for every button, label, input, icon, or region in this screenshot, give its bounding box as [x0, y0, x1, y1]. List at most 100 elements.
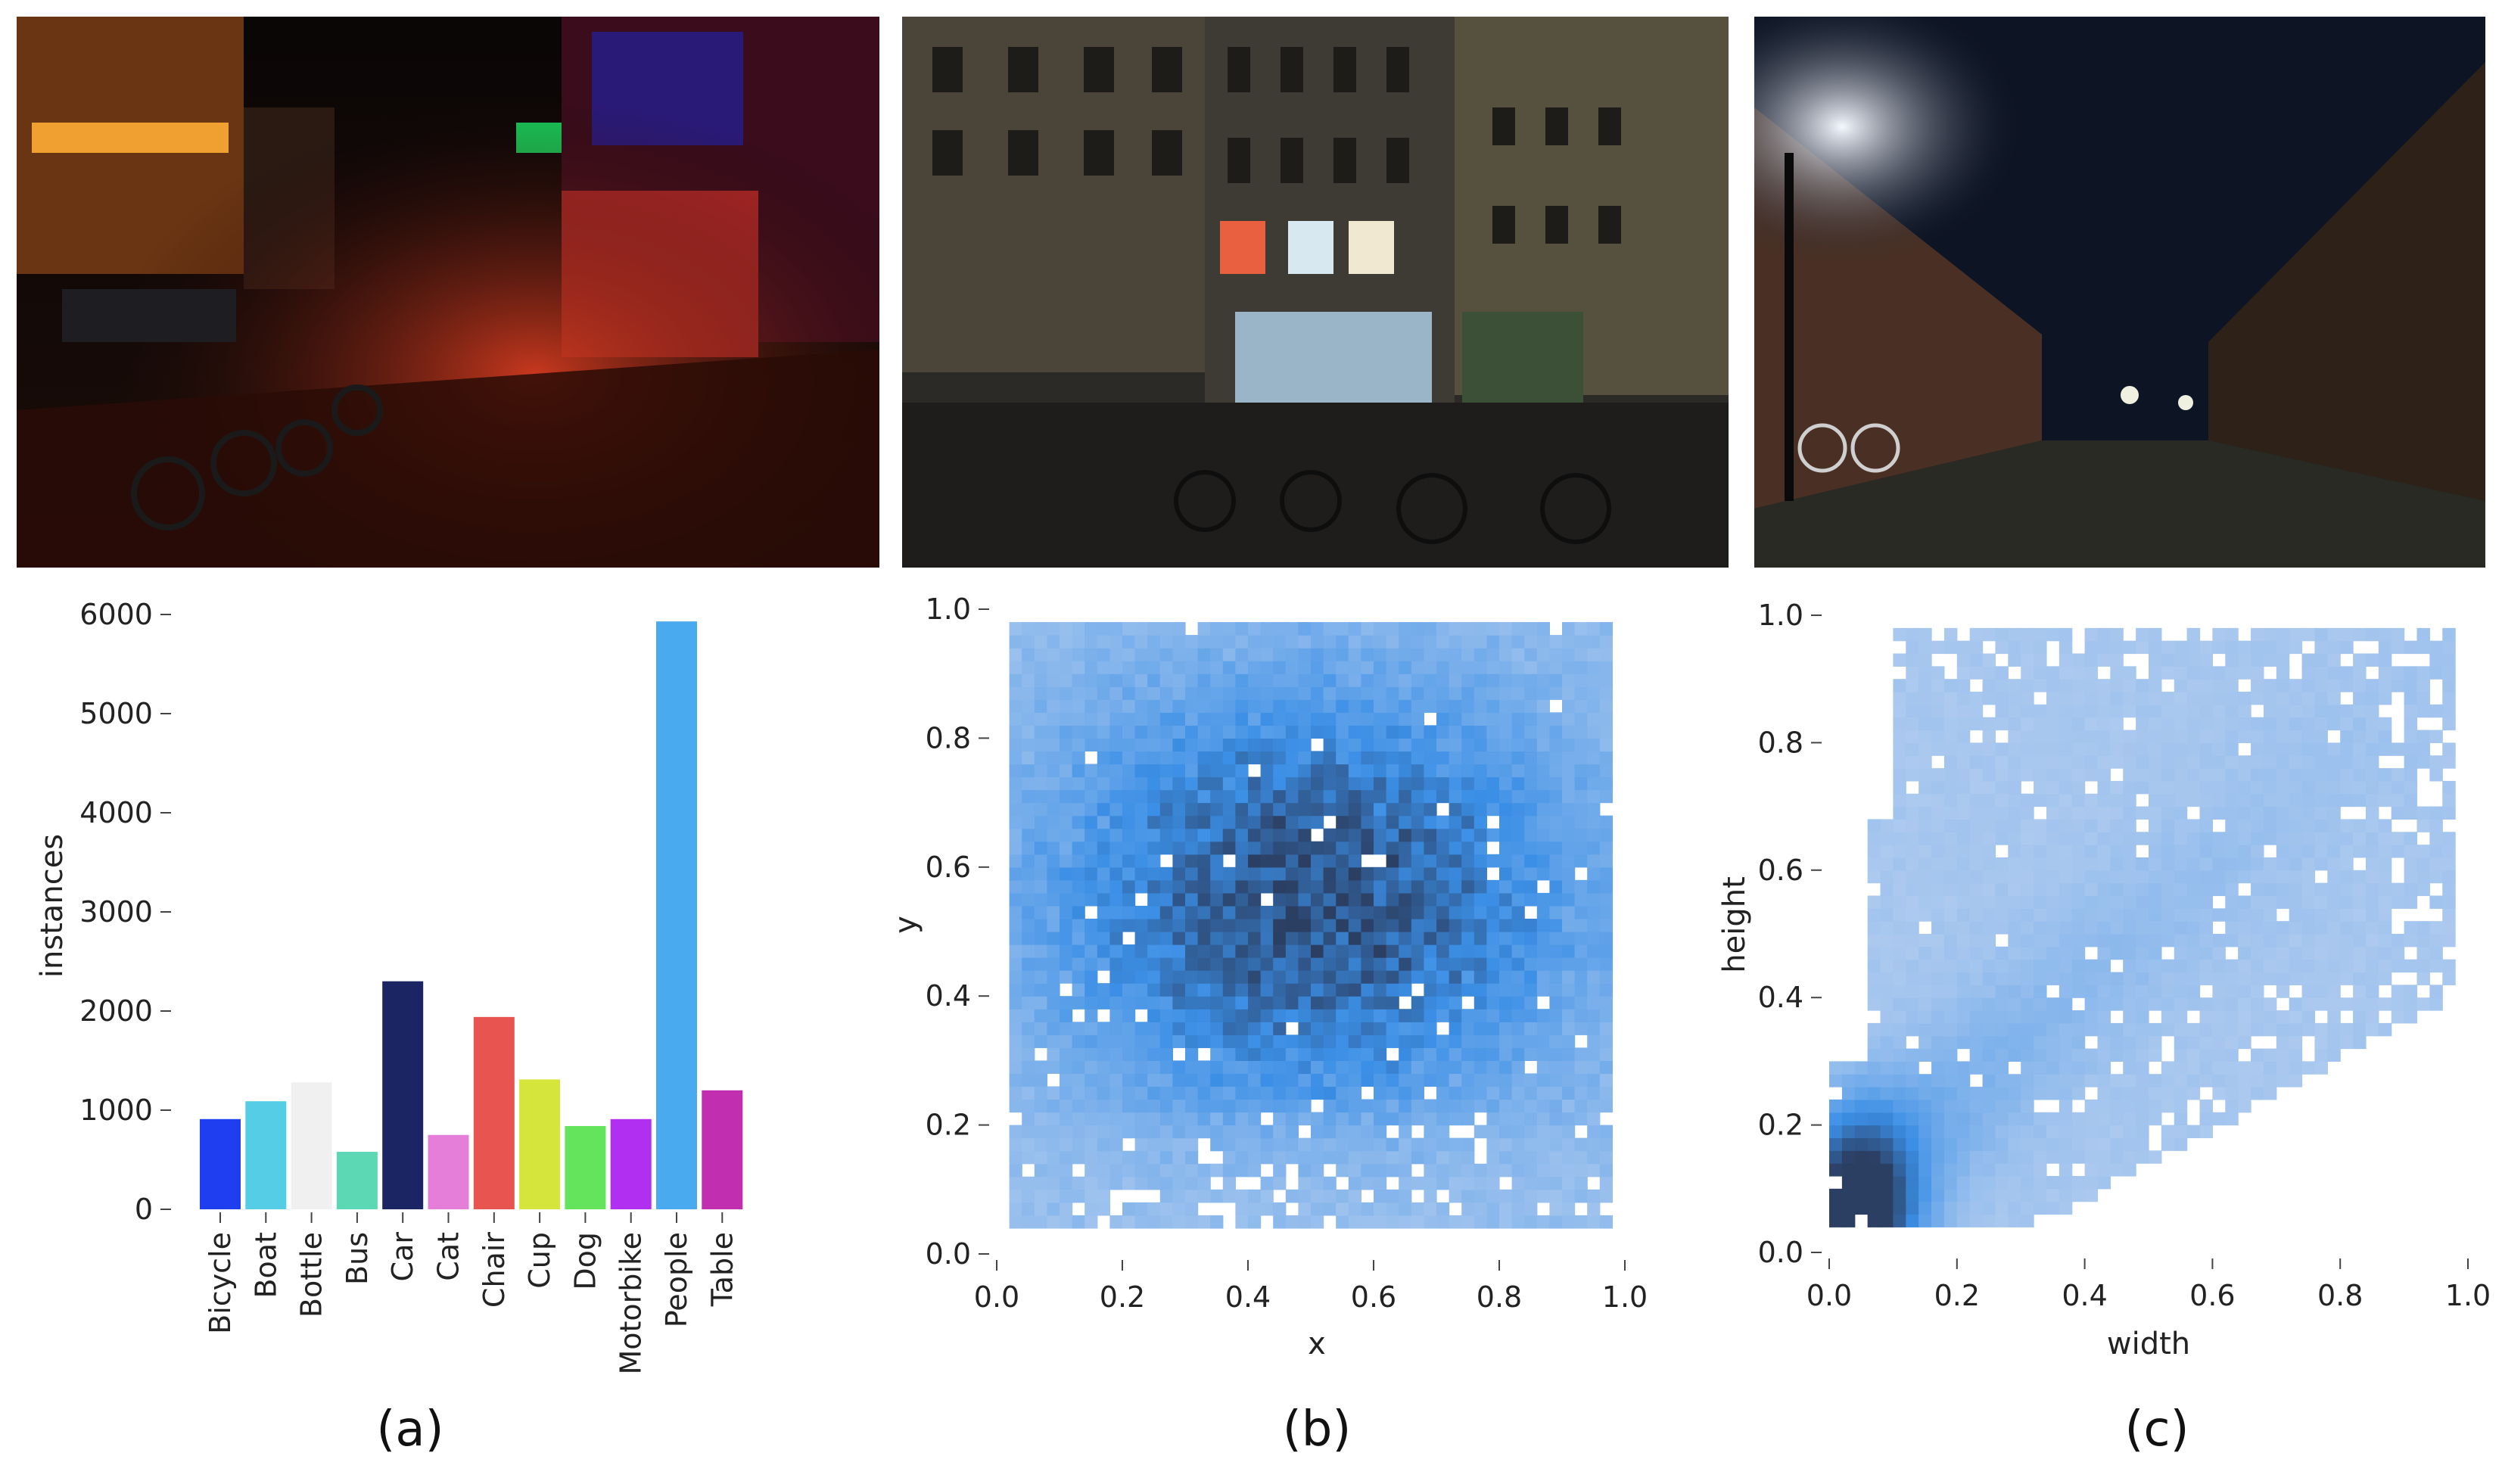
heatmap-cell	[2314, 1048, 2328, 1062]
heatmap-cell	[1461, 1060, 1475, 1075]
heatmap-cell	[1172, 1086, 1186, 1100]
heatmap-cell	[1399, 674, 1412, 687]
heatmap-cell	[2225, 742, 2239, 756]
heatmap-cell	[1549, 1150, 1563, 1165]
heatmap-cell	[1323, 983, 1337, 997]
heatmap-cell	[2123, 997, 2136, 1011]
heatmap-cell	[2186, 921, 2201, 935]
heatmap-cell	[1399, 661, 1412, 674]
heatmap-cell	[2238, 1087, 2251, 1100]
heatmap-cell	[1969, 959, 1984, 973]
heatmap-cell	[1097, 1137, 1110, 1152]
heatmap-cell	[1260, 957, 1274, 971]
heatmap-cell	[1022, 648, 1035, 661]
heatmap-cell	[1235, 866, 1249, 881]
heatmap-cell	[2097, 755, 2111, 769]
heatmap-cell	[1336, 661, 1349, 674]
heatmap-cell	[1524, 866, 1538, 881]
heatmap-cell	[1147, 1202, 1161, 1216]
heatmap-cell	[2263, 1074, 2277, 1087]
heatmap-cell	[1374, 1047, 1387, 1061]
heatmap-cell	[2263, 1061, 2277, 1075]
heatmap-cell	[2174, 1074, 2188, 1087]
heatmap-cell	[1311, 725, 1324, 739]
heatmap-cell	[1097, 815, 1110, 829]
heatmap-cell	[1009, 892, 1022, 907]
heatmap-cell	[1982, 755, 1996, 769]
heatmap-cell	[1197, 764, 1211, 778]
heatmap-cell	[1085, 932, 1098, 945]
heatmap-cell	[1893, 870, 1906, 884]
heatmap-cell	[2225, 1061, 2239, 1075]
heatmap-cell	[1511, 776, 1525, 791]
heatmap-cell	[2212, 730, 2226, 743]
heatmap-cell	[1906, 819, 1919, 832]
heatmap-cell	[1919, 1201, 1932, 1215]
heatmap-cell	[1248, 957, 1262, 971]
heatmap-cell	[1449, 983, 1462, 997]
heatmap-cell	[1361, 892, 1374, 907]
heatmap-cell	[1943, 1163, 1958, 1177]
heatmap-cell	[1499, 725, 1513, 739]
heatmap-cell	[1298, 725, 1312, 739]
heatmap-cell	[1906, 1125, 1919, 1139]
heatmap-cell	[1374, 970, 1387, 984]
heatmap-cell	[2097, 882, 2111, 897]
heatmap-cell	[1919, 1087, 1932, 1100]
heatmap-cell	[1599, 918, 1613, 932]
heatmap-cell	[1022, 828, 1035, 842]
heatmap-cell	[1486, 1073, 1500, 1087]
heatmap-cell	[1085, 970, 1098, 984]
heatmap-cell	[1248, 854, 1262, 868]
heatmap-cell	[1524, 1086, 1538, 1100]
heatmap-cell	[1511, 699, 1525, 713]
heatmap-cell	[1449, 1022, 1462, 1035]
heatmap-cell	[1919, 679, 1932, 692]
heatmap-cell	[2097, 1125, 2111, 1139]
heatmap-cell	[1374, 1060, 1387, 1075]
heatmap-cell	[2212, 959, 2226, 973]
heatmap-cell	[2340, 857, 2354, 871]
heatmap-cell	[1880, 895, 1894, 909]
heatmap-cell	[2225, 679, 2239, 692]
heatmap-cell	[2186, 832, 2201, 845]
heatmap-cell	[1549, 635, 1563, 649]
heatmap-cell	[1147, 1137, 1161, 1152]
heatmap-cell	[1449, 648, 1462, 661]
heatmap-cell	[2263, 972, 2277, 985]
heatmap-cell	[1511, 1125, 1525, 1139]
heatmap-cell	[1956, 819, 1971, 832]
heatmap-cell	[2391, 806, 2405, 820]
heatmap-cell	[1399, 1137, 1412, 1152]
heatmap-cell	[1499, 1125, 1513, 1139]
heatmap-cell	[1486, 648, 1500, 661]
heatmap-cell	[1374, 802, 1387, 817]
heatmap-cell	[1185, 983, 1199, 997]
bar-cat	[428, 1134, 469, 1209]
heatmap-cell	[1474, 1034, 1487, 1048]
heatmap-cell	[2149, 1112, 2162, 1126]
heatmap-cell	[2110, 1163, 2124, 1177]
heatmap-cell	[1009, 866, 1022, 881]
heatmap-cell	[2289, 959, 2303, 973]
heatmap-cell	[1197, 699, 1211, 713]
heatmap-cell	[2084, 1022, 2099, 1037]
heatmap-cell	[2097, 768, 2111, 782]
heatmap-cell	[2149, 921, 2162, 935]
heatmap-cell	[1587, 635, 1601, 649]
heatmap-cell	[1587, 1099, 1601, 1113]
heatmap-cell	[2263, 857, 2277, 871]
heatmap-cell	[1097, 1163, 1110, 1178]
heatmap-cell	[2059, 653, 2073, 667]
heatmap-cell	[2225, 882, 2239, 897]
heatmap-cell	[1424, 764, 1437, 778]
heatmap-cell	[1348, 725, 1361, 739]
heatmap-cell	[1524, 699, 1538, 713]
heatmap-cell	[1995, 1163, 2009, 1177]
heatmap-cell	[1931, 1150, 1945, 1164]
heatmap-cell	[1574, 892, 1588, 907]
heatmap-cell	[1524, 1215, 1538, 1229]
heatmap-cell	[1235, 776, 1249, 791]
heatmap-cell	[1399, 635, 1412, 649]
heatmap-cell	[1436, 1099, 1450, 1113]
